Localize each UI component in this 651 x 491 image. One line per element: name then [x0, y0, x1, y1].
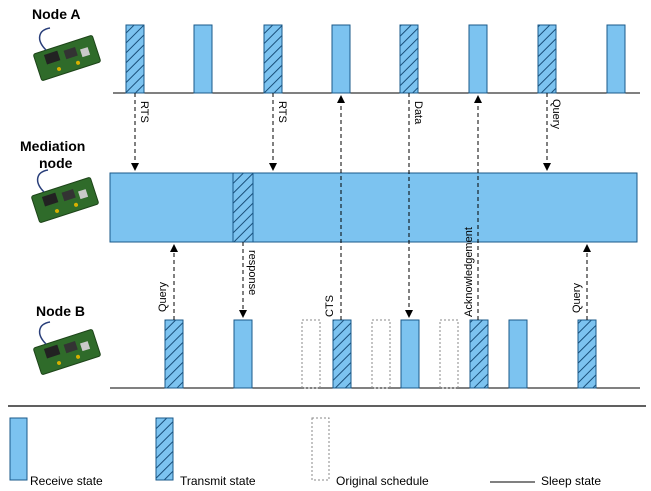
node-b-receive-slot — [508, 319, 528, 389]
node-b-board-icon — [32, 321, 102, 376]
query-b2-label: Query — [571, 283, 583, 313]
node-b-transmit-slot — [332, 319, 352, 389]
mediation-node-board-icon — [30, 169, 100, 224]
node-b-row: Node B — [32, 303, 640, 389]
query-b1-label: Query — [157, 282, 169, 312]
node-a-transmit-slot — [399, 24, 419, 94]
legend-original-label: Original schedule — [336, 474, 429, 488]
mediation-receive-block — [109, 172, 638, 243]
node-b-original-slot — [301, 319, 321, 389]
node-b-receive-slot — [400, 319, 420, 389]
node-a-receive-slot — [331, 24, 351, 94]
rts-1-label: RTS — [138, 101, 150, 123]
legend-original-swatch — [311, 417, 330, 481]
mediation-node-row: Mediation node — [20, 138, 638, 243]
mediation-node-label-line2: node — [39, 155, 73, 171]
node-b-transmit-slot — [577, 319, 597, 389]
rts-2-label: RTS — [276, 101, 288, 123]
legend: Receive state Transmit state Original sc… — [9, 417, 601, 488]
legend-sleep-label: Sleep state — [541, 474, 601, 488]
node-a-receive-slot — [606, 24, 626, 94]
node-b-receive-slot — [233, 319, 253, 389]
legend-transmit-swatch — [155, 417, 174, 481]
node-b-label: Node B — [36, 303, 85, 319]
mediation-node-label-line1: Mediation — [20, 138, 85, 154]
node-b-original-slot — [439, 319, 459, 389]
node-a-transmit-slot — [537, 24, 557, 94]
mediation-transmit-slot — [232, 172, 254, 243]
node-a-transmit-slot — [125, 24, 145, 94]
node-b-transmit-slot — [469, 319, 489, 389]
cts-label: CTS — [324, 295, 336, 317]
legend-receive-label: Receive state — [30, 474, 103, 488]
data-label: Data — [412, 101, 424, 125]
node-a-receive-slot — [468, 24, 488, 94]
node-a-transmit-slot — [263, 24, 283, 94]
node-a-row: Node A — [32, 6, 640, 94]
node-b-original-slot — [371, 319, 391, 389]
query-a-label: Query — [550, 99, 562, 129]
response-label: response — [246, 250, 258, 295]
legend-transmit-label: Transmit state — [180, 474, 256, 488]
node-a-board-icon — [32, 27, 102, 82]
node-b-transmit-slot — [164, 319, 184, 389]
legend-receive-swatch — [9, 417, 28, 481]
node-a-receive-slot — [193, 24, 213, 94]
node-a-label: Node A — [32, 6, 80, 22]
acknowledgement-label: Acknowledgement — [463, 227, 475, 317]
